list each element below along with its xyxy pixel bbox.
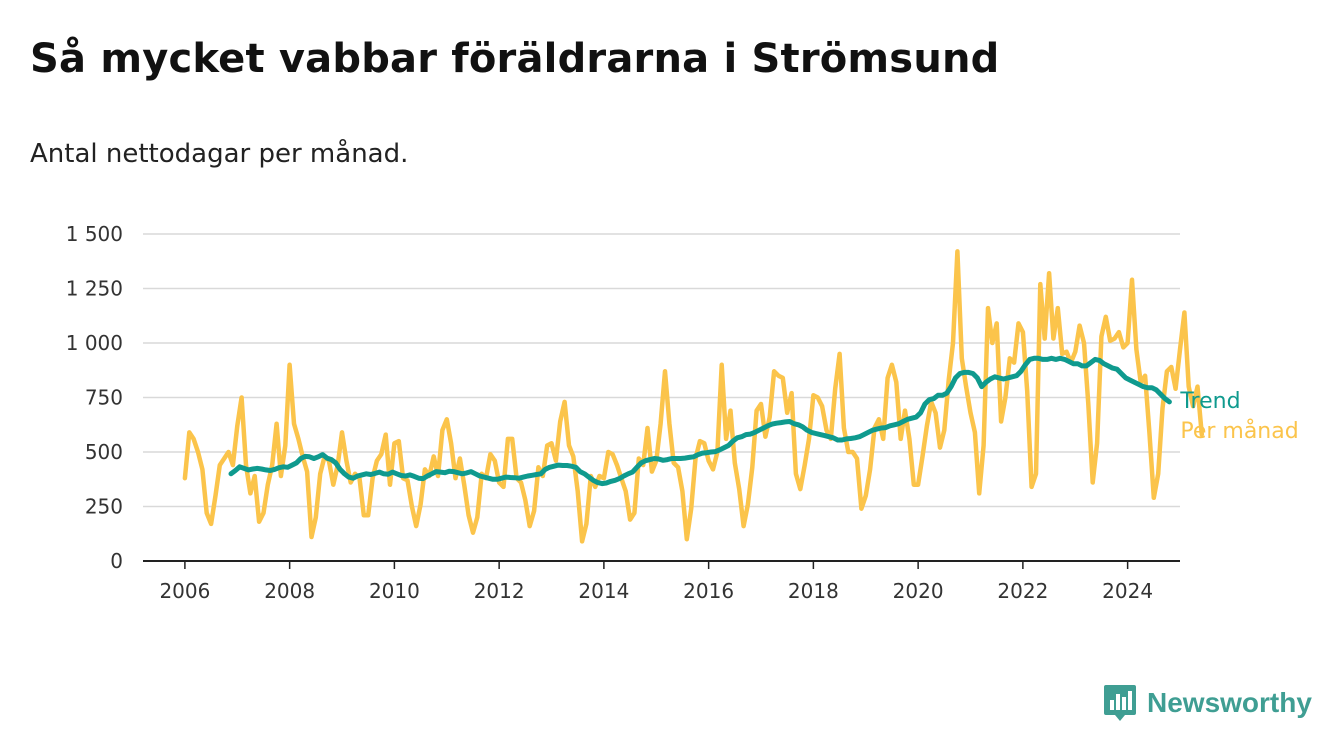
x-tick-label: 2020 xyxy=(893,579,944,603)
y-axis-ticks: 0 250 500 750 1 000 1 250 1 500 xyxy=(66,222,123,573)
x-tick-label: 2022 xyxy=(997,579,1048,603)
x-tick-label: 2016 xyxy=(683,579,734,603)
legend-per-manad: Per månad xyxy=(1180,418,1298,444)
x-tick-label: 2012 xyxy=(474,579,525,603)
y-tick-label: 500 xyxy=(85,440,123,464)
trend-line xyxy=(228,355,1172,487)
x-tick-label: 2024 xyxy=(1102,579,1153,603)
y-tick-label: 750 xyxy=(85,386,123,410)
y-tick-label: 250 xyxy=(85,495,123,519)
x-tick-label: 2006 xyxy=(159,579,210,603)
x-tick-label: 2008 xyxy=(264,579,315,603)
x-tick-label: 2010 xyxy=(369,579,420,603)
brand-name: Newsworthy xyxy=(1147,687,1312,718)
newsworthy-logo: Newsworthy xyxy=(1103,683,1312,723)
bar-chart-icon xyxy=(1104,685,1136,721)
x-tick-label: 2018 xyxy=(788,579,839,603)
y-tick-label: 0 xyxy=(110,549,123,573)
y-tick-label: 1 250 xyxy=(66,277,123,301)
y-tick-label: 1 000 xyxy=(66,331,123,355)
y-tick-label: 1 500 xyxy=(66,222,123,246)
inline-legend: Trend Per månad xyxy=(1179,389,1298,444)
legend-trend: Trend xyxy=(1179,389,1240,414)
x-tick-label: 2014 xyxy=(578,579,629,603)
x-axis-ticks: 2006 2008 2010 2012 2014 2016 2018 2020 2022 2024 xyxy=(159,561,1153,603)
chart-title: Så mycket vabbar föräldrarna i Strömsund xyxy=(30,36,1000,82)
per-manad-line xyxy=(182,249,1205,544)
chart-subtitle: Antal nettodagar per månad. xyxy=(30,139,409,169)
series-lines xyxy=(182,249,1205,544)
